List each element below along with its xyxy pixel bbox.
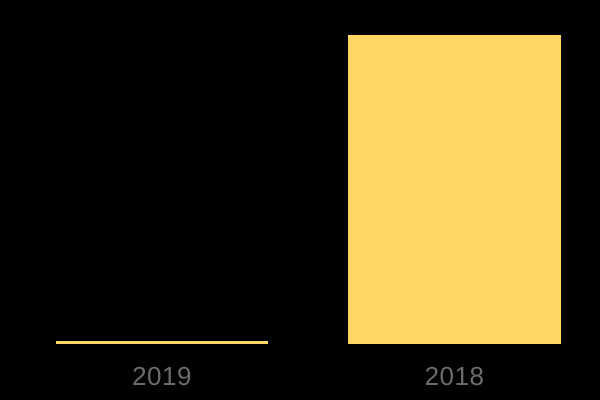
bar-2018 (348, 35, 561, 344)
x-tick-label-2019: 2019 (132, 361, 192, 391)
x-tick-label-2018: 2018 (424, 361, 485, 391)
bar-2019 (56, 341, 268, 344)
